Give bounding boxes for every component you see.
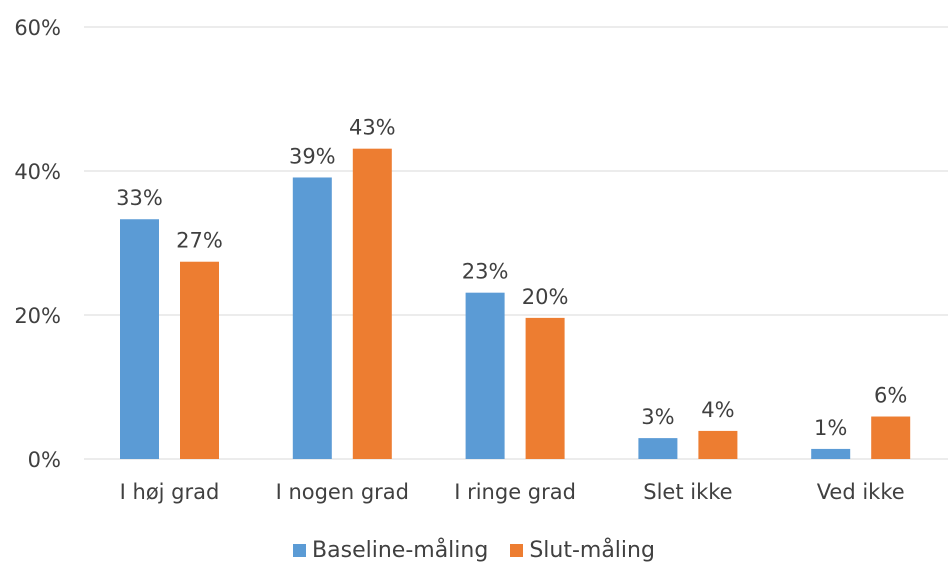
data-label-baseline-0: 33% xyxy=(116,186,163,210)
bar-chart: 0% 20% 40% 60% 33% 39% 23% 3% 1% 27% 43% 20% 4% 6% I… xyxy=(14,16,948,504)
bar-baseline-0[interactable] xyxy=(120,219,159,459)
x-tick-label-2: I ringe grad xyxy=(454,480,576,504)
data-label-slut-1: 43% xyxy=(349,116,396,140)
x-axis-tick-labels: I høj grad I nogen grad I ringe grad Slet i… xyxy=(120,480,905,504)
legend-label-slut: Slut-måling xyxy=(529,537,655,563)
bar-slut-0[interactable] xyxy=(180,261,219,459)
legend-item-baseline[interactable]: Baseline-måling xyxy=(293,538,488,563)
bar-slut-1[interactable] xyxy=(352,148,392,459)
data-label-baseline-2: 23% xyxy=(462,260,509,284)
y-tick-label-40: 40% xyxy=(14,160,61,184)
x-tick-label-3: Slet ikke xyxy=(643,480,732,504)
bar-slut-2[interactable] xyxy=(525,317,565,459)
bar-baseline-3[interactable] xyxy=(638,438,678,459)
data-label-baseline-3: 3% xyxy=(641,405,674,429)
legend-item-slut[interactable]: Slut-måling xyxy=(510,538,655,563)
bar-slut-3[interactable] xyxy=(698,430,738,459)
y-tick-label-60: 60% xyxy=(14,16,61,40)
data-label-baseline-4: 1% xyxy=(814,416,847,440)
bar-baseline-4[interactable] xyxy=(811,448,851,459)
y-tick-label-0: 0% xyxy=(28,448,61,472)
legend-swatch-slut xyxy=(510,543,524,557)
bar-slut-4[interactable] xyxy=(871,416,911,459)
data-label-slut-4: 6% xyxy=(874,384,907,408)
data-label-slut-2: 20% xyxy=(522,285,569,309)
legend: Baseline-måling Slut-måling xyxy=(0,534,948,566)
bar-baseline-1[interactable] xyxy=(292,177,332,460)
y-tick-label-20: 20% xyxy=(14,304,61,328)
data-label-slut-0: 27% xyxy=(176,229,223,253)
x-tick-label-4: Ved ikke xyxy=(817,480,905,504)
y-axis-tick-labels: 0% 20% 40% 60% xyxy=(14,16,61,472)
data-label-slut-3: 4% xyxy=(701,398,734,422)
gridlines xyxy=(84,26,948,460)
bar-baseline-2[interactable] xyxy=(465,292,505,459)
legend-label-baseline: Baseline-måling xyxy=(312,537,489,563)
x-tick-label-1: I nogen grad xyxy=(276,480,409,504)
legend-swatch-baseline xyxy=(293,543,307,557)
bars xyxy=(120,148,911,460)
data-label-baseline-1: 39% xyxy=(289,144,336,168)
x-tick-label-0: I høj grad xyxy=(120,480,220,504)
data-labels: 33% 39% 23% 3% 1% 27% 43% 20% 4% 6% xyxy=(116,116,907,440)
